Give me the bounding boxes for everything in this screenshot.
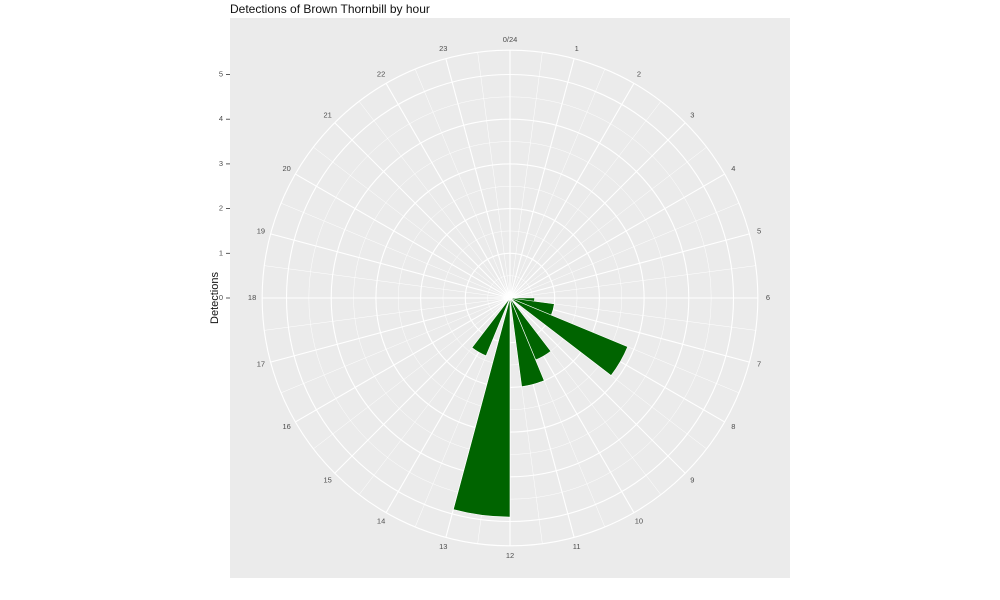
- hour-tick-label: 19: [257, 226, 265, 235]
- y-tick-label: 4: [219, 114, 223, 123]
- hour-tick-label: 15: [324, 475, 332, 484]
- radial-grid-line: [280, 202, 511, 299]
- radial-grid-line: [414, 68, 511, 299]
- radial-grid-line: [509, 297, 686, 474]
- bar-hour-11: [509, 297, 545, 387]
- radial-grid-line: [509, 265, 756, 299]
- radial-grid-line: [509, 173, 725, 299]
- radial-grid-line: [509, 101, 662, 299]
- hour-tick-label: 3: [690, 111, 694, 120]
- radial-grid-line: [334, 297, 511, 474]
- y-tick-label: 0: [219, 293, 223, 302]
- radial-grid-line: [334, 122, 511, 299]
- y-axis-ticks: 0 1 2 3 4 5: [219, 69, 230, 302]
- radial-grid-line: [509, 202, 740, 299]
- y-tick-label: 2: [219, 204, 223, 213]
- radial-grid-line: [445, 58, 511, 299]
- radial-grid-line: [509, 52, 543, 299]
- radial-grid-line: [270, 233, 511, 299]
- y-tick-label: 5: [219, 69, 223, 78]
- radial-grid-line: [509, 122, 686, 299]
- hour-tick-label: 18: [248, 293, 256, 302]
- hour-tick-label: 6: [766, 293, 770, 302]
- radial-grid-line: [385, 83, 511, 299]
- hour-tick-label: 13: [439, 542, 447, 551]
- y-axis-title: Detections: [209, 272, 221, 324]
- outer-ring: [261, 49, 759, 547]
- hour-tick-label: 9: [690, 475, 694, 484]
- radial-grid-line: [270, 297, 511, 363]
- radial-grid-line: [509, 83, 635, 299]
- grid-lines: [261, 49, 759, 547]
- y-tick-label: 1: [219, 248, 223, 257]
- hour-tick-label: 12: [506, 551, 514, 560]
- radial-grid-line: [313, 297, 511, 450]
- hour-tick-label: 10: [635, 516, 643, 525]
- hour-tick-label: 7: [757, 360, 761, 369]
- chart-title: Detections of Brown Thornbill by hour: [230, 2, 430, 16]
- radial-grid-line: [358, 101, 511, 299]
- hour-tick-label: 4: [731, 164, 735, 173]
- hour-tick-label: 20: [283, 164, 291, 173]
- bars: [452, 297, 629, 518]
- y-tick-label: 3: [219, 159, 223, 168]
- hour-tick-label: 22: [377, 70, 385, 79]
- radial-grid-line: [264, 297, 511, 331]
- hour-tick-label: 17: [257, 360, 265, 369]
- radial-grid-line: [264, 265, 511, 299]
- major-ring: [285, 73, 735, 523]
- hour-tick-labels: 0/24123456789101112131415161718192021222…: [248, 35, 770, 560]
- hour-tick-label: 2: [637, 70, 641, 79]
- bar-hour-14: [471, 297, 511, 357]
- radial-grid-line: [509, 68, 606, 299]
- hour-tick-label: 11: [573, 542, 581, 551]
- radial-grid-line: [509, 58, 575, 299]
- radial-grid-line: [295, 297, 511, 423]
- hour-tick-label: 16: [283, 422, 291, 431]
- radial-grid-line: [509, 146, 707, 299]
- bar-hour-12.5: [452, 297, 511, 518]
- hour-tick-label: 8: [731, 422, 735, 431]
- radial-grid-line: [295, 173, 511, 299]
- radial-grid-line: [280, 297, 511, 394]
- hour-tick-label: 5: [757, 226, 761, 235]
- hour-tick-label: 14: [377, 516, 385, 525]
- bar-hour-8: [509, 297, 629, 376]
- radial-grid-line: [477, 52, 511, 299]
- hour-tick-label: 1: [575, 44, 579, 53]
- hour-tick-label: 23: [439, 44, 447, 53]
- hour-tick-label: 0/24: [503, 35, 518, 44]
- radial-grid-line: [313, 146, 511, 299]
- hour-tick-label: 21: [324, 111, 332, 120]
- radial-grid-line: [509, 233, 750, 299]
